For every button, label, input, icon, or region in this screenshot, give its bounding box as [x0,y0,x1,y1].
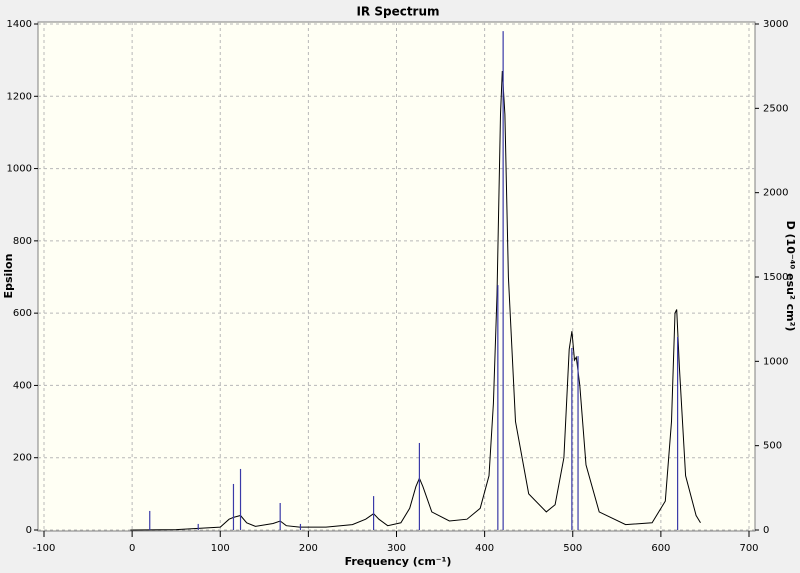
x-tick-label: 100 [211,543,230,554]
x-tick-label: -100 [33,543,56,554]
y-tick-label: 800 [13,236,32,247]
y-tick-label: 1000 [7,164,32,175]
y-tick-label: 1200 [7,91,32,102]
y2-tick-label: 0 [763,525,769,536]
x-axis-title: Frequency (cm⁻¹) [345,555,452,568]
x-tick-label: 300 [387,543,406,554]
x-tick-label: 700 [739,543,758,554]
x-tick-label: 500 [563,543,582,554]
y2-tick-label: 1000 [763,356,788,367]
x-tick-label: 600 [651,543,670,554]
y2-tick-label: 2000 [763,188,788,199]
y-tick-label: 200 [13,453,32,464]
x-tick-label: 200 [299,543,318,554]
y2-tick-label: 2500 [763,103,788,114]
y-axis-title: Epsilon [2,254,15,299]
spectrum-line [130,70,701,531]
y2-tick-label: 3000 [763,19,788,30]
y2-tick-label: 500 [763,441,782,452]
y-tick-label: 1400 [7,19,32,30]
chart-title: IR Spectrum [356,5,439,19]
y-tick-label: 600 [13,308,32,319]
y2-tick-label: 1500 [763,272,788,283]
y-tick-label: 0 [26,525,32,536]
y2-axis-title: D (10⁻⁴⁰ esu² cm²) [784,221,797,332]
y-tick-label: 400 [13,380,32,391]
x-tick-label: 0 [129,543,135,554]
x-tick-label: 400 [475,543,494,554]
